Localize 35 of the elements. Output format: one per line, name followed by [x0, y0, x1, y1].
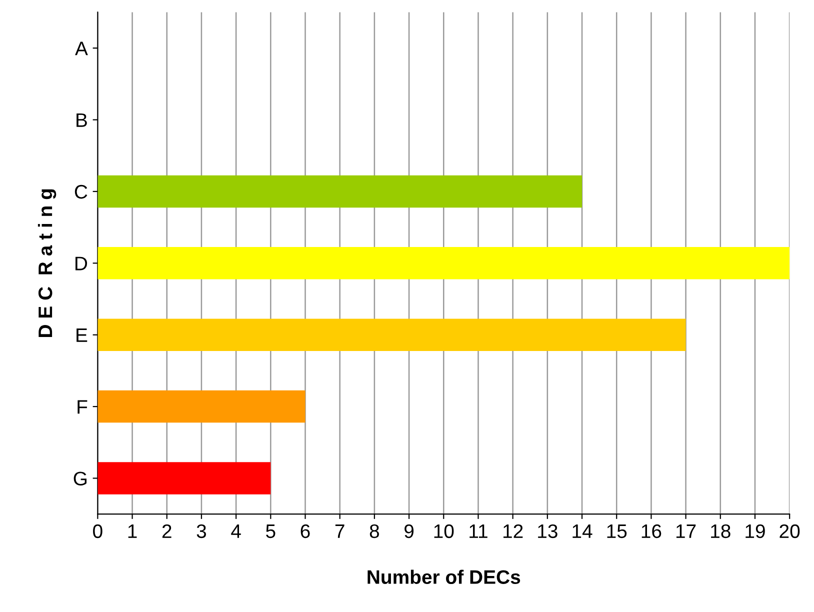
y-tick-label: E	[76, 328, 88, 342]
bar	[98, 247, 790, 280]
x-tick-label: 3	[196, 524, 206, 538]
y-tick-label: D	[76, 256, 88, 270]
x-tick-label: 15	[607, 524, 627, 538]
bar	[98, 318, 686, 351]
x-tick-label: 16	[642, 524, 662, 538]
x-tick-label: 18	[711, 524, 730, 538]
x-tick-label: 13	[538, 524, 558, 538]
x-axis-title: Number of DECs	[368, 570, 520, 584]
x-tick-label: 7	[335, 524, 344, 538]
y-tick-label: C	[74, 184, 88, 199]
y-tick-label: A	[75, 42, 88, 56]
y-tick-label: G	[74, 472, 87, 486]
x-tick-label: 9	[404, 524, 414, 538]
x-tick-label: 1	[128, 524, 137, 538]
x-tick-label: 0	[93, 524, 102, 538]
x-tick-label: 14	[572, 524, 592, 538]
x-tick-label: 19	[746, 524, 765, 538]
y-tick-label: F	[78, 400, 88, 414]
x-tick-label: 5	[266, 524, 276, 538]
bar	[98, 175, 582, 208]
bar	[98, 462, 271, 494]
x-tick-label: 17	[676, 524, 696, 538]
x-tick-label: 6	[300, 524, 310, 538]
y-tick-label: B	[76, 113, 87, 127]
x-tick-label: 12	[503, 524, 523, 538]
x-tick-label: 2	[162, 524, 172, 538]
x-tick-label: 8	[370, 524, 379, 538]
bar	[98, 390, 306, 423]
y-axis-title: D E C R a t i n g	[38, 189, 56, 337]
x-tick-label: 11	[470, 524, 488, 538]
x-tick-label: 10	[434, 524, 454, 538]
x-tick-label: 4	[231, 524, 241, 538]
x-tick-label: 20	[780, 524, 800, 538]
